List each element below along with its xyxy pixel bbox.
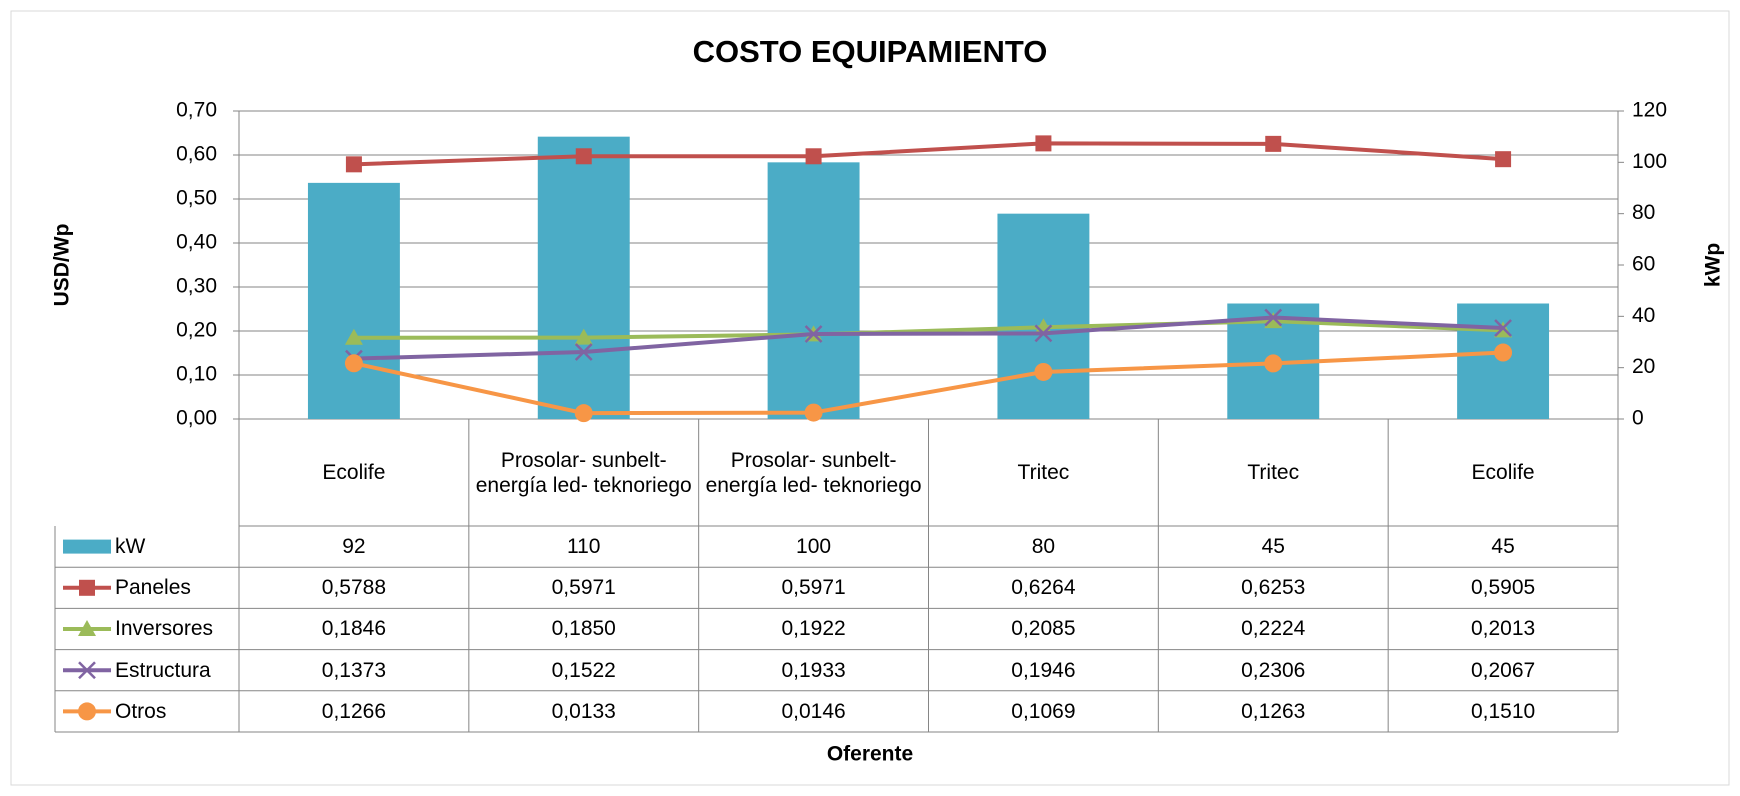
legend-swatch bbox=[63, 539, 111, 554]
legend-marker bbox=[78, 620, 96, 636]
table-value: 0,2306 bbox=[1241, 658, 1306, 682]
category-label: Tritec bbox=[1247, 461, 1300, 484]
table-value: 45 bbox=[1491, 535, 1515, 559]
bar bbox=[767, 162, 860, 420]
bar bbox=[997, 213, 1090, 419]
y2-tick-label: 40 bbox=[1632, 304, 1655, 327]
y2-tick-label: 100 bbox=[1632, 150, 1667, 173]
y-tick-label: 0,60 bbox=[176, 143, 217, 166]
chart-title: COSTO EQUIPAMIENTO bbox=[693, 34, 1048, 69]
legend-label: Estructura bbox=[115, 658, 211, 682]
marker bbox=[344, 328, 363, 345]
table-value: 80 bbox=[1031, 535, 1056, 559]
legend-marker bbox=[78, 702, 96, 721]
marker bbox=[1034, 324, 1053, 343]
category-label: Ecolife bbox=[322, 461, 386, 484]
marker bbox=[574, 404, 593, 423]
marker bbox=[575, 148, 592, 165]
marker bbox=[805, 148, 822, 165]
y-tick-label: 0,20 bbox=[176, 319, 217, 342]
marker bbox=[1494, 319, 1512, 337]
table-value: 0,0133 bbox=[551, 699, 616, 723]
y-tick-label: 0,00 bbox=[176, 407, 217, 430]
table-value: 0,2224 bbox=[1241, 617, 1306, 641]
table-value: 0,2067 bbox=[1470, 658, 1536, 682]
table-value: 100 bbox=[796, 535, 832, 559]
line bbox=[353, 350, 1504, 416]
table-value: 0,5971 bbox=[551, 576, 616, 600]
legend-label: kW bbox=[115, 535, 146, 559]
marker bbox=[1264, 308, 1283, 327]
category-label: Prosolar- sunbelt- energía led- teknorie… bbox=[475, 448, 692, 497]
marker bbox=[1035, 135, 1052, 152]
y2-tick-label: 120 bbox=[1632, 99, 1667, 122]
legend-label: Inversores bbox=[115, 617, 214, 641]
table-value: 0,6253 bbox=[1241, 576, 1306, 600]
marker bbox=[1034, 362, 1053, 381]
table-value: 0,5788 bbox=[321, 576, 387, 600]
table-value: 0,2085 bbox=[1011, 617, 1076, 641]
marker bbox=[574, 343, 593, 361]
table-value: 110 bbox=[567, 535, 601, 559]
y2-tick-label: 20 bbox=[1632, 355, 1655, 378]
y-tick-label: 0,70 bbox=[176, 99, 217, 122]
table-value: 0,1510 bbox=[1470, 699, 1536, 723]
category-label: Tritec bbox=[1017, 461, 1070, 484]
legend-marker bbox=[78, 661, 96, 680]
table-value: 0,2013 bbox=[1470, 617, 1536, 641]
table-value: 0,1922 bbox=[781, 617, 846, 641]
table-value: 0,1069 bbox=[1011, 699, 1076, 723]
marker bbox=[574, 328, 593, 345]
table-value: 0,1266 bbox=[321, 699, 387, 723]
table-value: 0,1846 bbox=[321, 617, 387, 641]
y2-axis-label: kWp bbox=[1702, 243, 1725, 287]
y2-tick-label: 60 bbox=[1632, 253, 1655, 276]
y-tick-label: 0,10 bbox=[176, 363, 217, 386]
y-tick-label: 0,30 bbox=[176, 275, 217, 298]
legend-label: Otros bbox=[115, 699, 167, 723]
table-value: 0,6264 bbox=[1011, 576, 1076, 600]
marker bbox=[1495, 151, 1512, 168]
line bbox=[353, 315, 1504, 361]
table-value: 0,1850 bbox=[551, 617, 616, 641]
table-value: 45 bbox=[1261, 535, 1285, 559]
bar bbox=[537, 136, 630, 419]
table-value: 0,1373 bbox=[321, 658, 387, 682]
table-value: 0,1946 bbox=[1011, 658, 1076, 682]
table-value: 92 bbox=[342, 535, 366, 559]
table-value: 0,1522 bbox=[551, 658, 616, 682]
chart-frame bbox=[10, 10, 1730, 786]
legend-marker bbox=[79, 579, 95, 596]
category-label: Ecolife bbox=[1471, 461, 1535, 484]
legend-label: Paneles bbox=[115, 576, 191, 600]
y-tick-label: 0,50 bbox=[176, 187, 217, 210]
line bbox=[353, 141, 1504, 167]
table-value: 0,1263 bbox=[1241, 699, 1306, 723]
line bbox=[353, 319, 1504, 340]
marker bbox=[344, 354, 363, 373]
marker bbox=[804, 403, 823, 422]
y-tick-label: 0,40 bbox=[176, 231, 217, 254]
table-value: 0,0146 bbox=[781, 699, 846, 723]
y2-tick-label: 0 bbox=[1632, 407, 1644, 430]
marker bbox=[1265, 135, 1282, 152]
marker bbox=[345, 156, 362, 173]
marker bbox=[1264, 312, 1283, 329]
y2-tick-label: 80 bbox=[1632, 201, 1655, 224]
bar bbox=[307, 182, 400, 419]
table-value: 0,5905 bbox=[1470, 576, 1536, 600]
marker bbox=[1494, 343, 1513, 362]
marker bbox=[804, 325, 823, 343]
y-axis-label: USD/Wp bbox=[51, 224, 74, 307]
table-value: 0,5971 bbox=[781, 576, 846, 600]
table-value: 0,1933 bbox=[781, 658, 846, 682]
x-axis-label: Oferente bbox=[827, 743, 913, 766]
marker bbox=[1264, 354, 1283, 373]
category-label: Prosolar- sunbelt- energía led- teknorie… bbox=[705, 448, 922, 497]
